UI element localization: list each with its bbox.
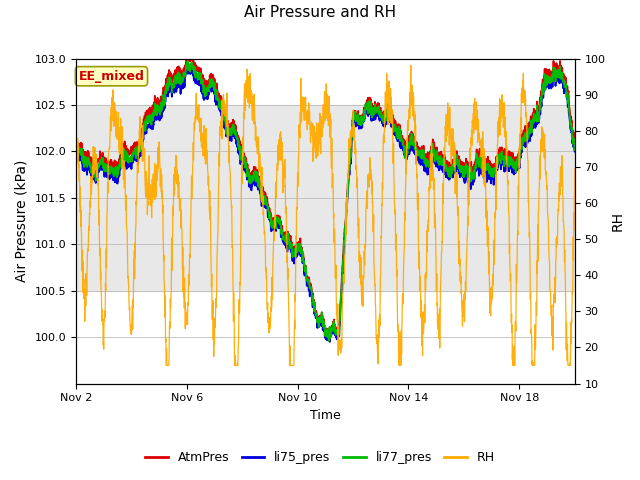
X-axis label: Time: Time [310,409,340,422]
Text: Air Pressure and RH: Air Pressure and RH [244,5,396,20]
Text: EE_mixed: EE_mixed [79,70,145,83]
Bar [76,105,575,291]
Y-axis label: Air Pressure (kPa): Air Pressure (kPa) [15,160,29,282]
Y-axis label: RH: RH [611,211,625,231]
Legend: AtmPres, li75_pres, li77_pres, RH: AtmPres, li75_pres, li77_pres, RH [140,446,500,469]
